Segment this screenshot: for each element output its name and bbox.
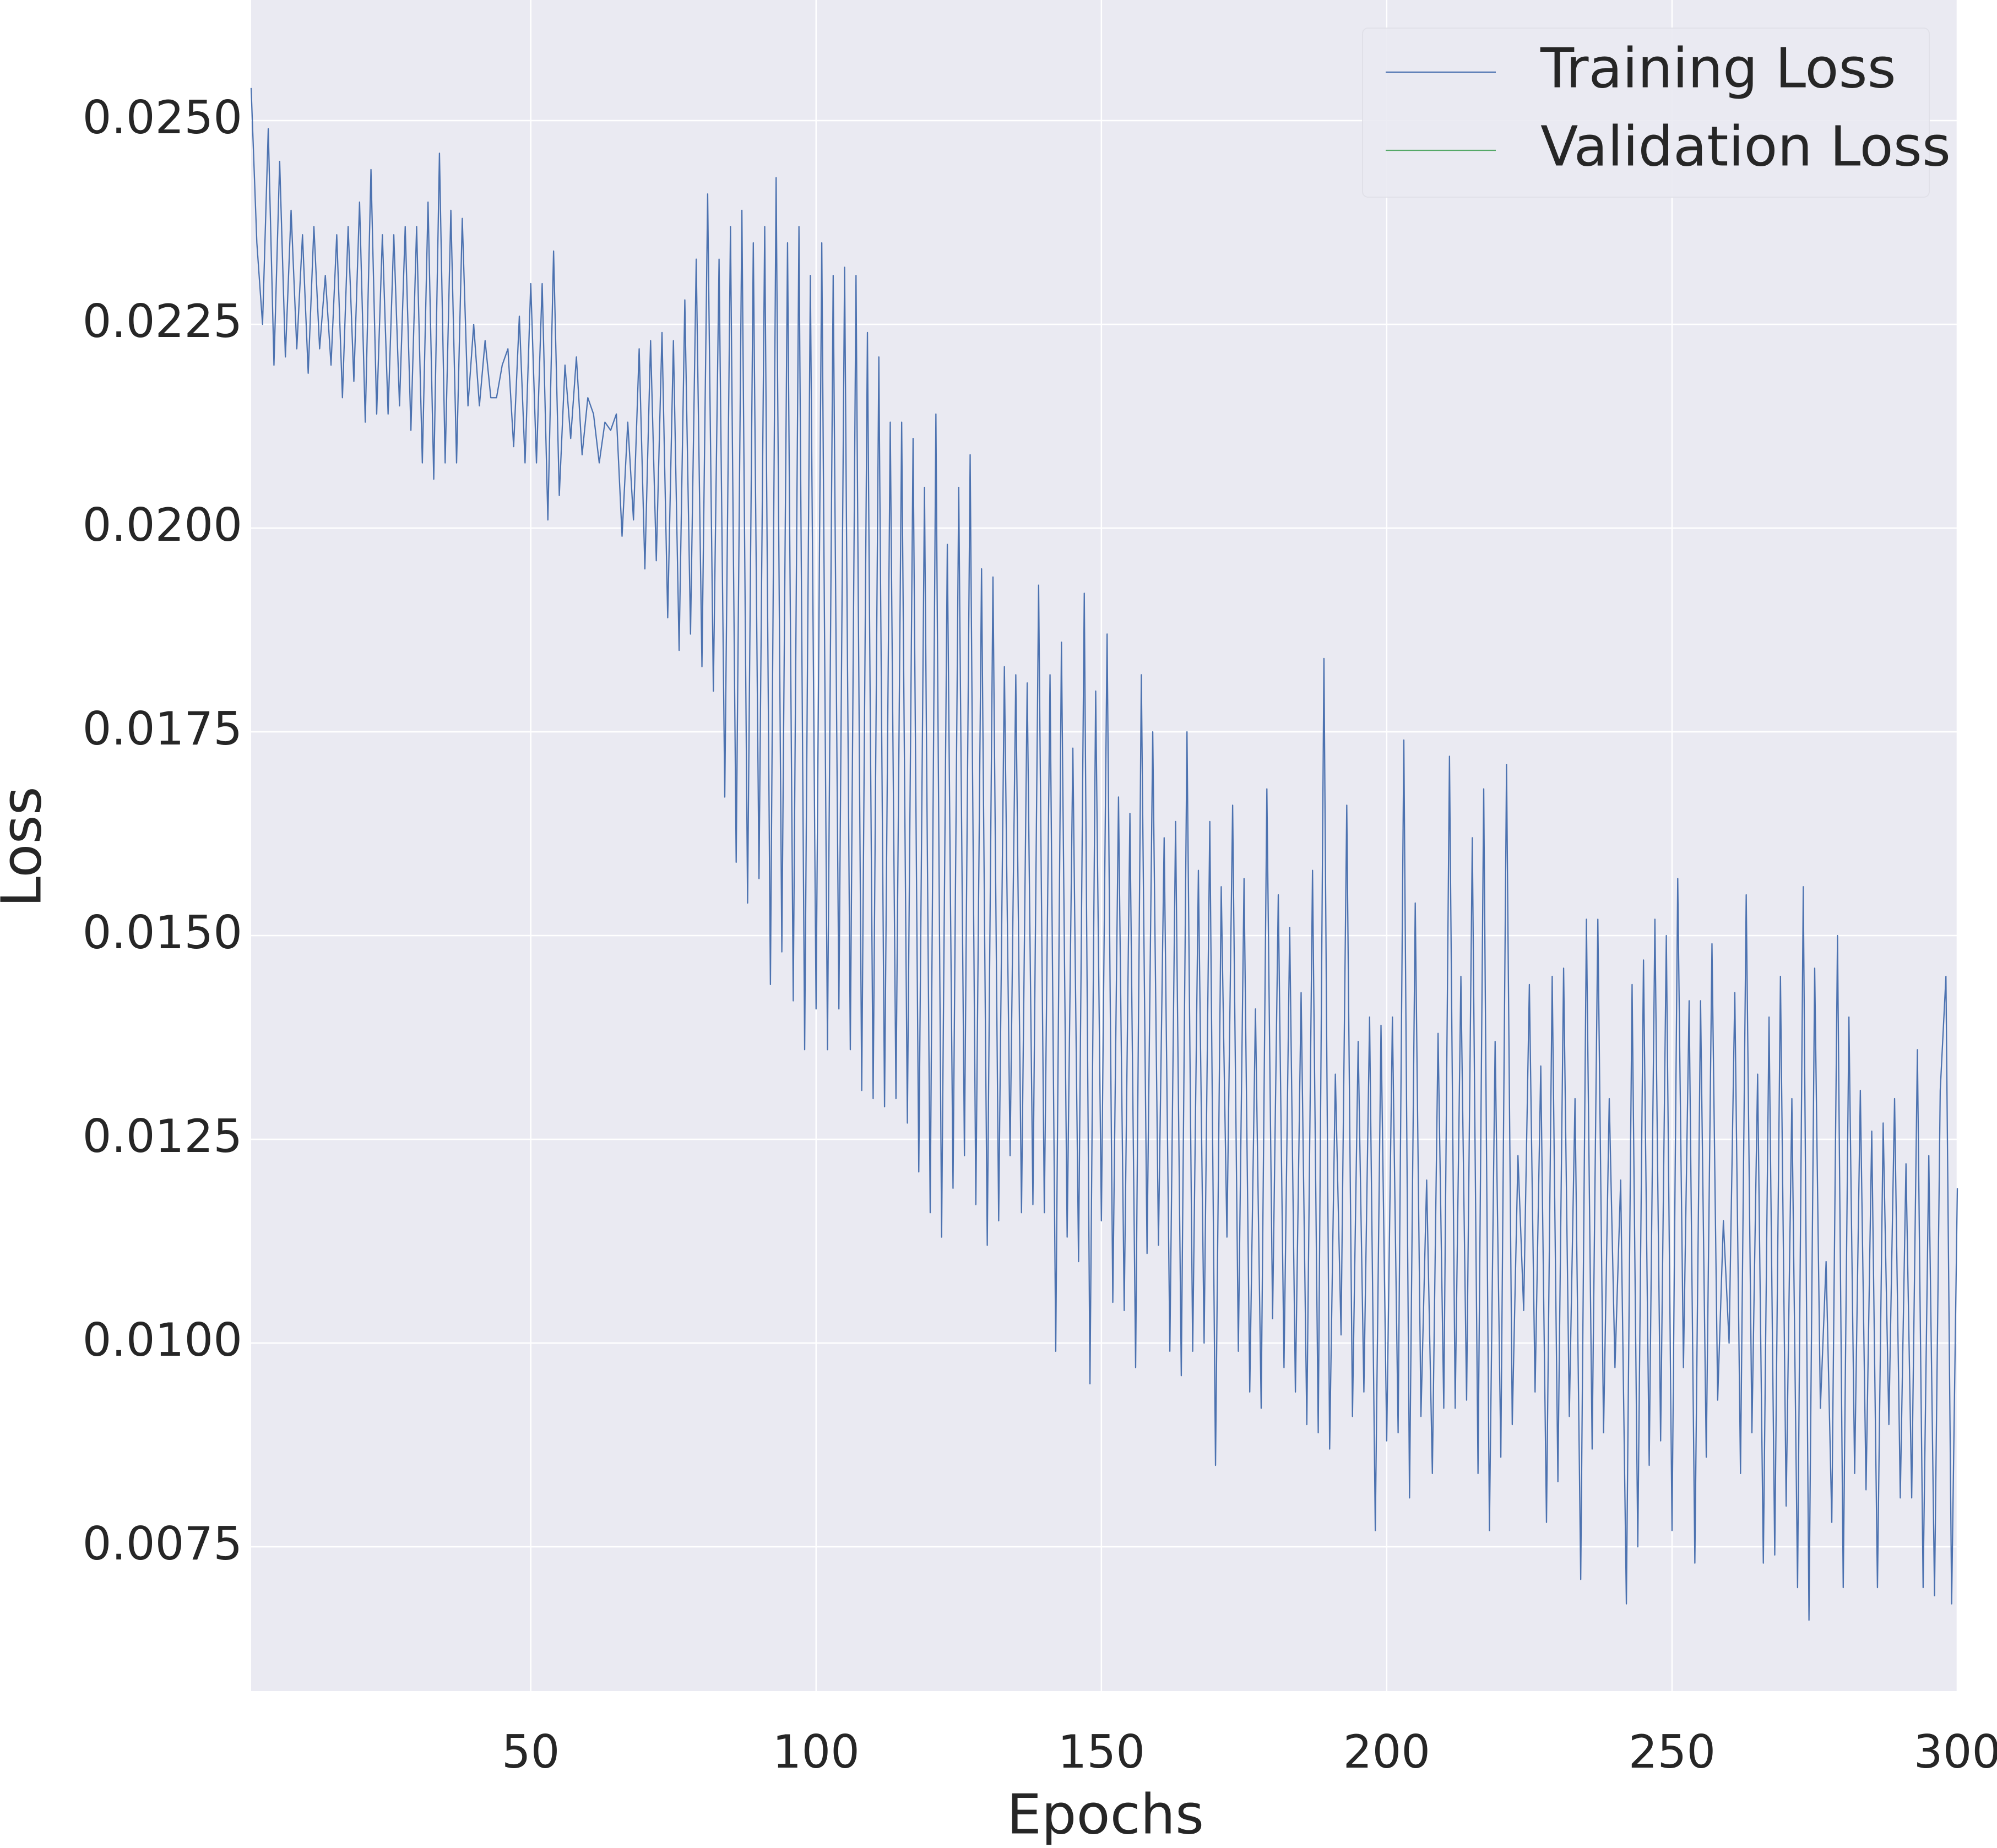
x-tick-label: 250	[1629, 1725, 1716, 1779]
legend-label: Validation Loss	[1540, 114, 1951, 178]
y-tick-label: 0.0200	[83, 498, 242, 552]
legend-box	[1362, 28, 1930, 198]
y-tick-label: 0.0150	[83, 906, 242, 959]
x-tick-label: 150	[1058, 1725, 1145, 1779]
x-axis-label: Epochs	[1007, 1782, 1204, 1846]
loss-line	[250, 88, 1958, 1621]
y-tick-label: 0.0225	[83, 295, 242, 348]
y-tick-label: 0.0125	[83, 1110, 242, 1163]
x-tick-label: 100	[773, 1725, 860, 1779]
y-tick-label: 0.0100	[83, 1313, 242, 1367]
grid	[251, 0, 1958, 1691]
legend: Training Loss Validation Loss	[1362, 28, 1951, 198]
x-tick-label: 300	[1914, 1725, 1997, 1779]
plot-area	[251, 0, 1957, 1691]
y-tick-label: 0.0175	[83, 702, 242, 755]
y-tick-label: 0.0075	[83, 1517, 242, 1570]
legend-label: Training Loss	[1540, 36, 1896, 100]
x-tick-label: 50	[502, 1725, 560, 1779]
lines	[250, 88, 1958, 1621]
x-tick-label: 200	[1343, 1725, 1430, 1779]
y-axis-label: Loss	[0, 786, 53, 907]
ticks: 0.0075 0.0100 0.0125 0.0150 0.0175 0.0200 0.02…	[83, 91, 1997, 1779]
y-tick-label: 0.0250	[83, 91, 242, 144]
